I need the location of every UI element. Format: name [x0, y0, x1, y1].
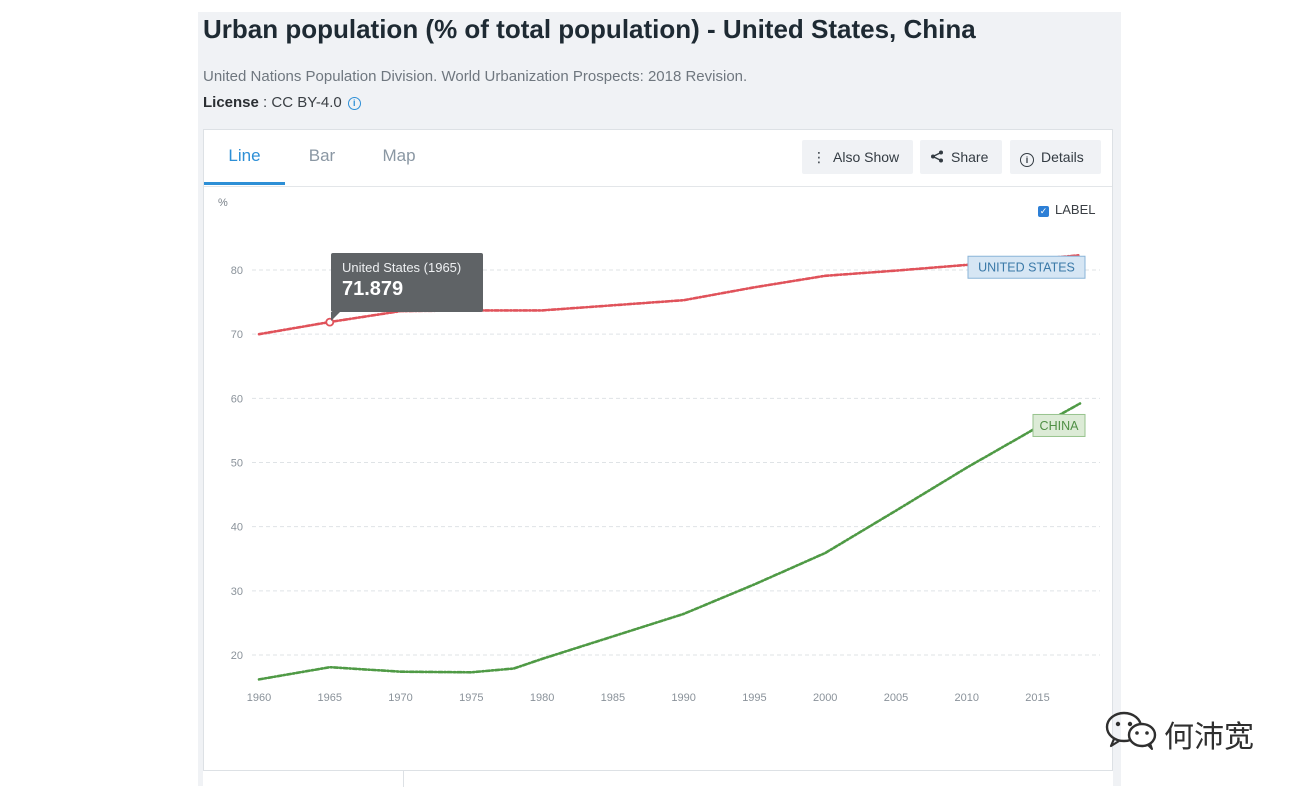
series-label-china: CHINA	[1040, 419, 1080, 433]
details-button[interactable]: i Details	[1010, 140, 1101, 174]
series-label-box-united-states	[967, 255, 1086, 279]
tooltip-title: United States (1965)	[342, 260, 462, 275]
series-line-china	[257, 402, 1082, 681]
x-tick-1970: 1970	[388, 692, 412, 704]
x-tick-1990: 1990	[671, 692, 695, 704]
also-show-button[interactable]: ⋮ Also Show	[802, 140, 913, 174]
y-axis-label: %	[218, 197, 228, 209]
y-tick-60: 60	[231, 393, 243, 405]
label-toggle[interactable]: ✓ LABEL	[1038, 202, 1095, 217]
x-tick-2000: 2000	[813, 692, 837, 704]
x-tick-2005: 2005	[884, 692, 908, 704]
y-axis-ticks: 20 30 40 50 60 70 80	[231, 265, 243, 662]
wechat-icon	[1105, 711, 1157, 750]
license-line: License : CC BY-4.0 i	[203, 94, 361, 111]
footer-divider	[403, 771, 404, 787]
license-value[interactable]: CC BY-4.0	[271, 94, 342, 111]
share-icon	[930, 140, 944, 174]
chart-tooltip: United States (1965) 71.879	[331, 253, 483, 321]
tab-bar[interactable]: Bar	[308, 146, 336, 165]
x-tick-1995: 1995	[742, 692, 766, 704]
y-tick-70: 70	[231, 329, 243, 341]
watermark: 何沛宽	[1104, 710, 1254, 755]
details-info-icon: i	[1020, 153, 1034, 167]
x-tick-1965: 1965	[318, 692, 342, 704]
license-label: License	[203, 94, 259, 111]
chart-series	[257, 253, 1082, 681]
x-tick-1960: 1960	[247, 692, 271, 704]
page-title: Urban population (% of total population)…	[203, 14, 976, 44]
y-tick-40: 40	[231, 522, 243, 534]
tooltip-pointer	[331, 312, 340, 321]
label-toggle-text: LABEL	[1055, 202, 1096, 217]
details-label: Details	[1041, 149, 1084, 165]
checkbox-checked-icon[interactable]: ✓	[1038, 206, 1049, 217]
series-label-box-china	[1032, 413, 1086, 437]
tooltip-value: 71.879	[342, 278, 404, 300]
y-tick-50: 50	[231, 458, 243, 470]
license-separator: :	[258, 94, 272, 111]
vertical-dots-icon: ⋮	[812, 149, 826, 165]
x-tick-1975: 1975	[459, 692, 483, 704]
tab-map[interactable]: Map	[382, 146, 416, 165]
x-axis-ticks: 1960 1965 1970 1975 1980 1985 1990 1995 2000 2005…	[247, 692, 1050, 704]
chart-grid	[252, 269, 1100, 656]
y-tick-20: 20	[231, 650, 243, 662]
x-tick-2015: 2015	[1025, 692, 1049, 704]
series-label-united-states: UNITED STATES	[978, 261, 1075, 275]
share-button[interactable]: Share	[920, 140, 1002, 174]
x-tick-1985: 1985	[601, 692, 625, 704]
chart-card: Line Bar Map ⋮ Also Show Share i Details	[203, 129, 1113, 779]
share-label: Share	[951, 149, 989, 165]
watermark-text: 何沛宽	[1164, 720, 1254, 755]
y-tick-30: 30	[231, 586, 243, 598]
y-tick-80: 80	[231, 265, 243, 277]
x-tick-1980: 1980	[530, 692, 554, 704]
series-labels: UNITED STATES CHINA	[967, 255, 1086, 437]
data-source: United Nations Population Division. Worl…	[203, 68, 748, 85]
card-footer	[203, 770, 1113, 787]
info-icon[interactable]: i	[347, 97, 361, 110]
tab-line[interactable]: Line	[204, 130, 285, 185]
also-show-label: Also Show	[833, 149, 900, 165]
x-tick-2010: 2010	[955, 692, 979, 704]
chart-tabs: Line Bar Map ⋮ Also Show Share i Details	[204, 130, 1112, 187]
